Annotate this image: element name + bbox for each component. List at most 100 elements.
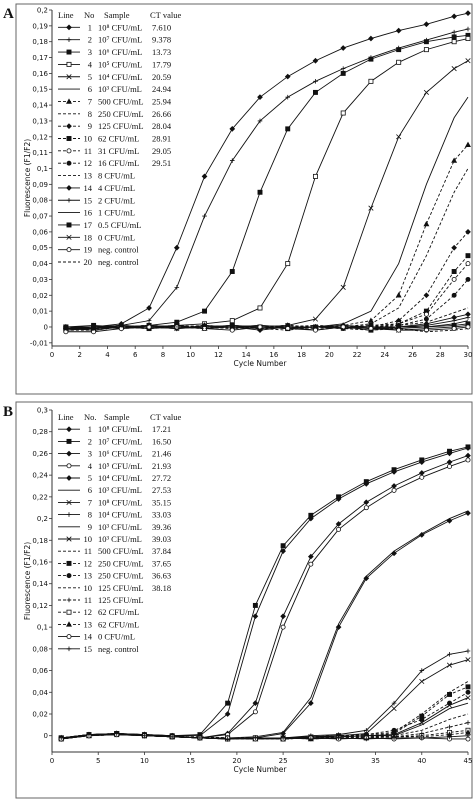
legend-header: No bbox=[84, 10, 94, 20]
marker bbox=[451, 292, 457, 298]
marker bbox=[280, 624, 286, 630]
marker bbox=[451, 39, 457, 45]
marker bbox=[66, 61, 72, 67]
y-tick-label: 0,24 bbox=[32, 472, 48, 480]
y-tick-label: 0,09 bbox=[32, 181, 48, 189]
legend-sample: 10³ CFU/mL bbox=[98, 522, 142, 532]
marker bbox=[465, 695, 471, 701]
marker bbox=[396, 327, 402, 333]
marker bbox=[465, 10, 471, 17]
legend-no: 5 bbox=[88, 473, 92, 483]
marker bbox=[465, 261, 471, 267]
marker bbox=[336, 494, 342, 500]
legend-no: 10 bbox=[84, 134, 93, 144]
legend-no: 12 bbox=[84, 158, 93, 168]
legend-no: 4 bbox=[88, 461, 93, 471]
marker bbox=[465, 733, 471, 739]
marker bbox=[451, 244, 457, 251]
legend-no: 18 bbox=[84, 232, 93, 242]
marker bbox=[312, 89, 318, 95]
legend-sample: 125 CFU/mL bbox=[98, 583, 144, 593]
legend-ct: 28.91 bbox=[152, 134, 171, 144]
y-tick-label: 0,02 bbox=[32, 711, 48, 719]
legend-sample: 2 CFU/mL bbox=[98, 195, 135, 205]
marker bbox=[465, 229, 471, 235]
legend-sample: neg. control bbox=[98, 245, 139, 255]
marker bbox=[451, 318, 457, 323]
x-tick-label: 4 bbox=[105, 351, 110, 359]
x-tick-label: 0 bbox=[50, 757, 54, 765]
marker bbox=[395, 27, 402, 34]
x-tick-label: 40 bbox=[417, 757, 426, 765]
legend-no: 7 bbox=[88, 497, 92, 507]
y-tick-label: 0,16 bbox=[32, 559, 48, 567]
marker bbox=[285, 94, 291, 100]
marker bbox=[451, 29, 457, 35]
x-tick-label: 8 bbox=[161, 351, 165, 359]
legend-no: 5 bbox=[88, 72, 92, 82]
legend-sample: 10⁴ CFU/mL bbox=[98, 510, 142, 520]
y-tick-label: 0,12 bbox=[32, 133, 48, 141]
legend-header: No. bbox=[84, 412, 97, 422]
marker bbox=[447, 463, 452, 469]
y-axis-label: Fluorescence (F1/F2) bbox=[23, 542, 32, 620]
marker bbox=[465, 141, 471, 147]
panel-label: B bbox=[3, 404, 13, 420]
legend-sample: 62 CFU/mL bbox=[98, 607, 139, 617]
legend-sample: neg. control bbox=[98, 257, 139, 267]
marker bbox=[142, 733, 147, 739]
marker bbox=[419, 716, 425, 722]
legend-ct: 35.15 bbox=[152, 497, 171, 507]
marker bbox=[173, 244, 180, 251]
y-tick-label: 0,04 bbox=[32, 689, 48, 697]
marker bbox=[465, 457, 471, 463]
marker bbox=[66, 463, 72, 469]
marker bbox=[66, 185, 72, 191]
series-line bbox=[65, 168, 469, 330]
legend-sample: 1 CFU/mL bbox=[98, 208, 135, 218]
legend-no: 12 bbox=[84, 558, 93, 568]
x-axis-label: Cycle Number bbox=[233, 765, 287, 774]
y-tick-label: 0,28 bbox=[32, 428, 48, 436]
marker bbox=[66, 426, 72, 433]
marker bbox=[368, 35, 374, 42]
legend-no: 11 bbox=[84, 595, 92, 605]
marker bbox=[340, 110, 346, 116]
y-tick-label: 0,26 bbox=[32, 450, 48, 458]
marker bbox=[174, 285, 180, 290]
legend-sample: 16 CFU/mL bbox=[98, 158, 139, 168]
marker bbox=[202, 308, 208, 314]
marker bbox=[396, 59, 402, 65]
series-line bbox=[61, 734, 468, 740]
marker bbox=[146, 324, 152, 330]
legend-ct: 20.59 bbox=[152, 72, 171, 82]
legend-sample: 4 CFU/mL bbox=[98, 183, 135, 193]
legend-sample: 8 CFU/mL bbox=[98, 171, 135, 181]
marker bbox=[367, 317, 374, 323]
marker bbox=[391, 487, 397, 493]
x-tick-label: 10 bbox=[186, 351, 195, 359]
x-tick-label: 45 bbox=[464, 757, 473, 765]
marker bbox=[396, 47, 402, 53]
series-line bbox=[61, 713, 469, 740]
legend-no: 8 bbox=[88, 510, 92, 520]
legend-no: 15 bbox=[84, 195, 93, 205]
marker bbox=[285, 326, 291, 332]
marker bbox=[169, 734, 175, 740]
marker bbox=[465, 315, 471, 320]
legend-no: 1 bbox=[88, 22, 92, 32]
legend-ct: 28.04 bbox=[152, 121, 172, 131]
y-tick-label: 0,14 bbox=[32, 580, 48, 588]
marker bbox=[202, 213, 207, 219]
marker bbox=[229, 126, 236, 132]
legend-ct: 27.72 bbox=[152, 473, 171, 483]
marker bbox=[66, 24, 72, 31]
marker bbox=[447, 448, 452, 454]
x-axis-label: Cycle Number bbox=[233, 359, 287, 368]
marker bbox=[66, 234, 72, 240]
series-line bbox=[65, 12, 469, 328]
legend-no: 15 bbox=[84, 644, 93, 654]
marker bbox=[465, 510, 471, 517]
legend-ct: 21.46 bbox=[152, 449, 171, 459]
legend-no: 14 bbox=[84, 632, 93, 642]
